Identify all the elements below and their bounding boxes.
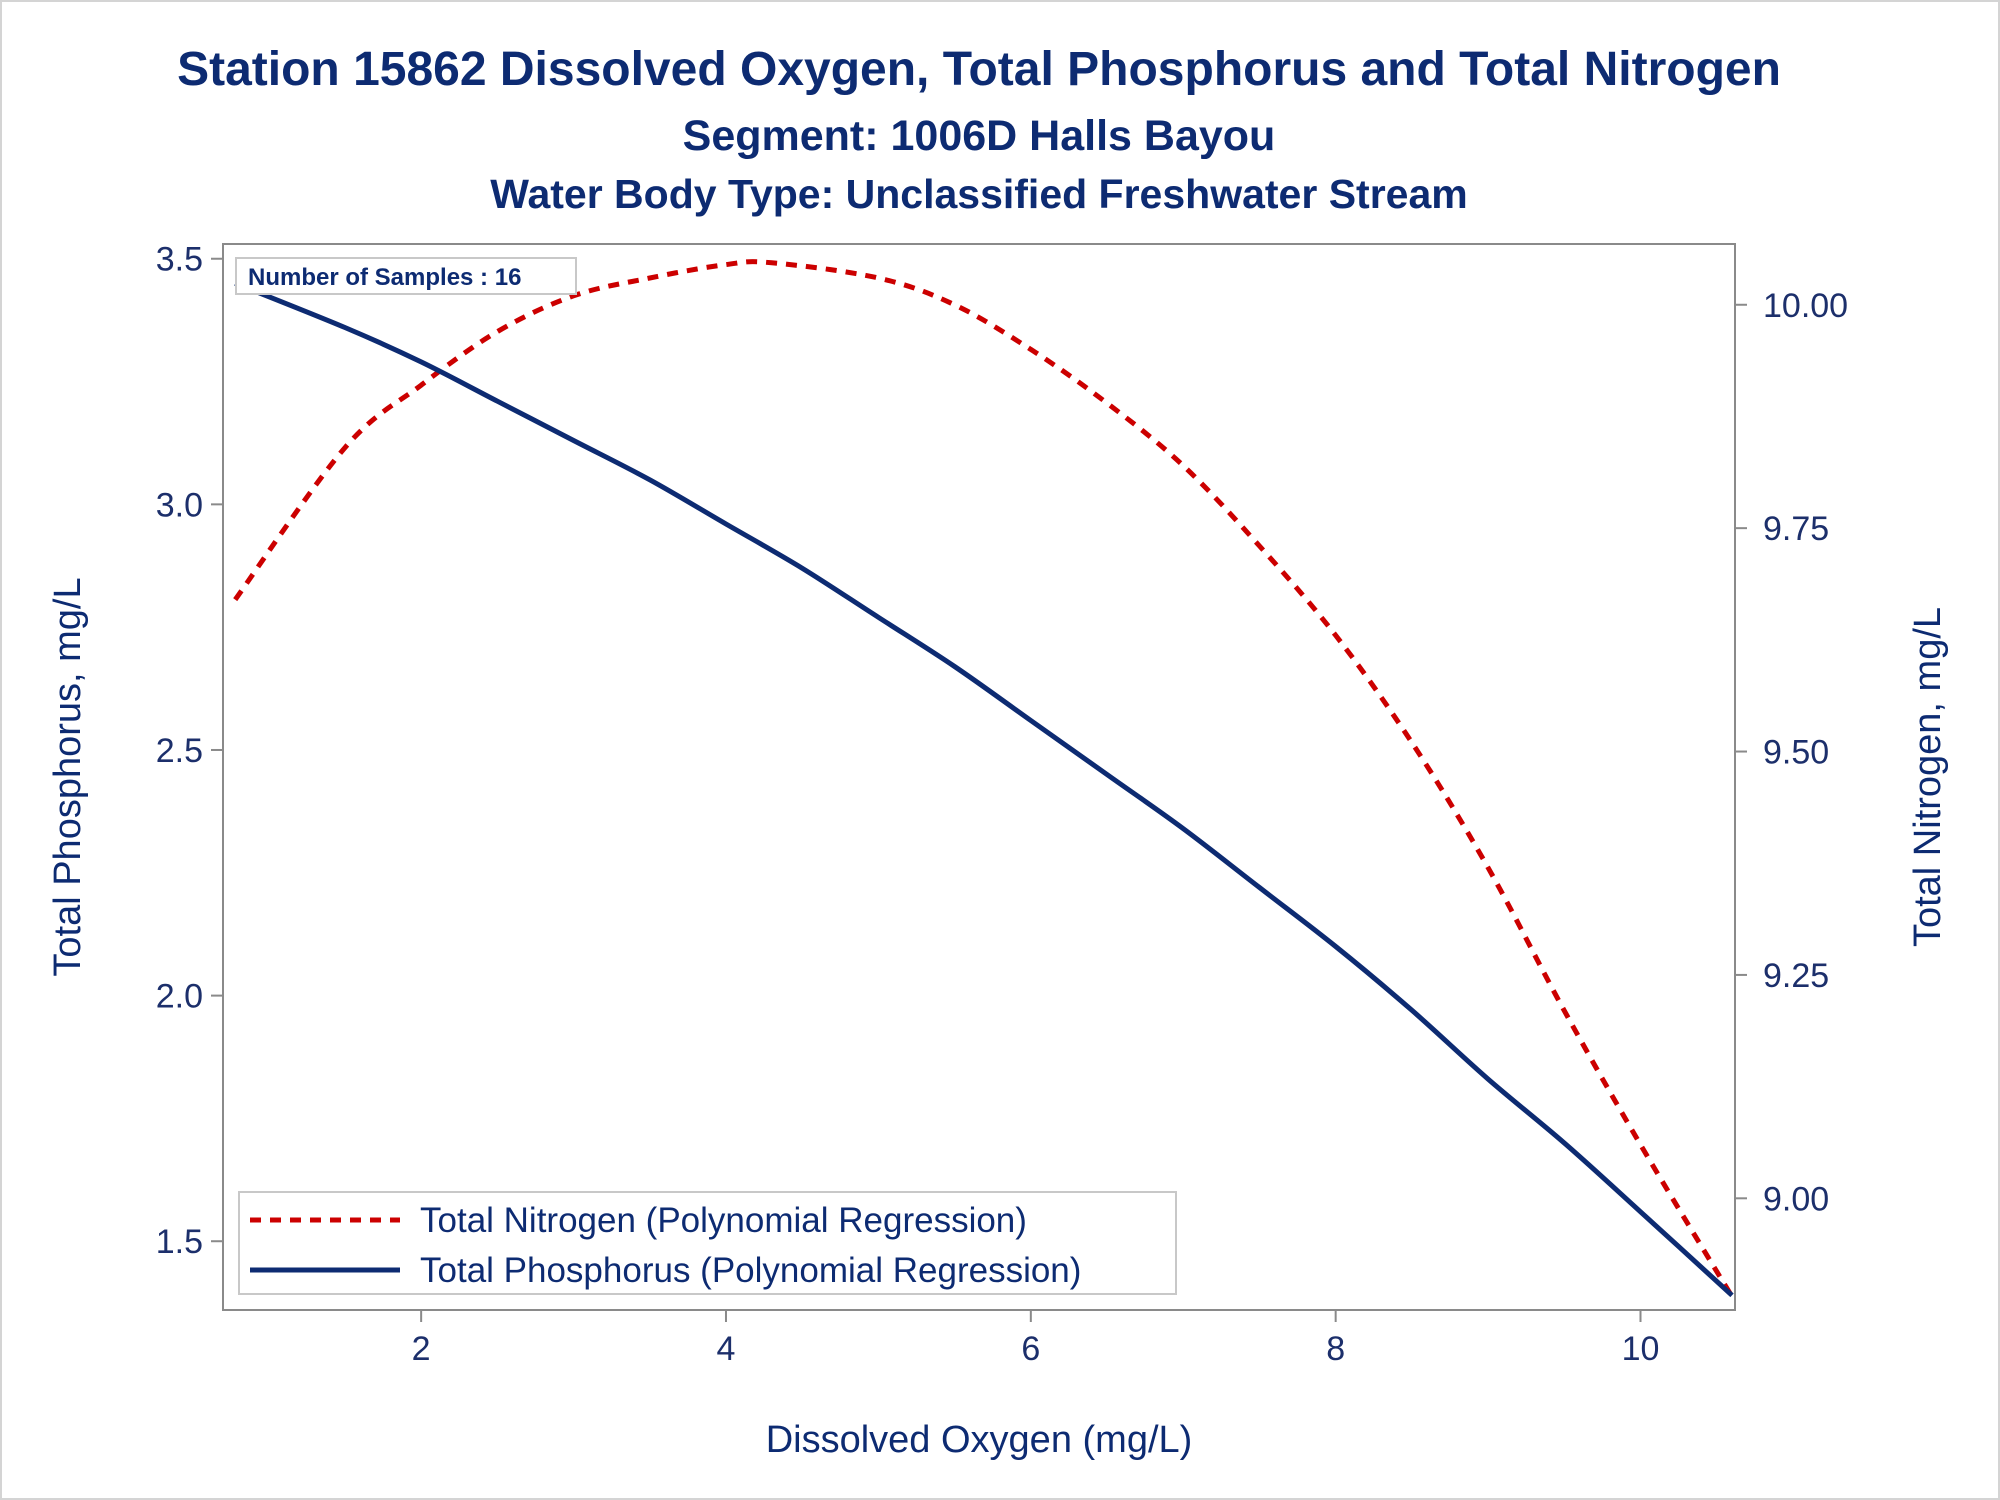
y-tick-label: 2.0 <box>156 978 203 1016</box>
x-tick-label: 2 <box>412 1330 431 1368</box>
y-tick-label: 1.5 <box>156 1223 203 1261</box>
legend-label-phosphorus: Total Phosphorus (Polynomial Regression) <box>420 1251 1081 1290</box>
series-layer <box>233 259 1735 1298</box>
chart-subtitle-secondary: Water Body Type: Unclassified Freshwater… <box>490 171 1467 217</box>
y2-axis-label: Total Nitrogen, mg/L <box>1907 607 1949 947</box>
x-axis-label: Dissolved Oxygen (mg/L) <box>766 1419 1193 1461</box>
y2-axis: 9.00 9.25 9.50 9.75 10.00 <box>1735 287 1848 1218</box>
y-tick-label: 3.0 <box>156 486 203 524</box>
y-tick-label: 3.5 <box>156 241 203 279</box>
plot-area <box>222 243 1736 1311</box>
legend-label-nitrogen: Total Nitrogen (Polynomial Regression) <box>420 1201 1027 1240</box>
y-axis-label: Total Phosphorus, mg/L <box>47 577 89 976</box>
x-tick-label: 10 <box>1622 1330 1660 1368</box>
sample-count-label: Number of Samples : 16 <box>248 264 521 291</box>
chart-subtitle: Segment: 1006D Halls Bayou <box>683 112 1276 160</box>
y2-tick-label: 9.75 <box>1763 510 1829 548</box>
series-line-total-phosphorus <box>234 280 1734 1298</box>
y2-tick-label: 10.00 <box>1763 287 1848 325</box>
sample-count-inset: Number of Samples : 16 <box>235 257 577 295</box>
y2-tick-label: 9.25 <box>1763 957 1829 995</box>
x-tick-label: 6 <box>1021 1330 1040 1368</box>
y2-tick-label: 9.00 <box>1763 1180 1829 1218</box>
x-tick-label: 8 <box>1326 1330 1345 1368</box>
x-axis: 2 4 6 8 10 <box>412 1310 1660 1368</box>
y-axis: 1.5 2.0 2.5 3.0 3.5 <box>156 241 223 1261</box>
legend-box <box>238 1191 1177 1295</box>
series-line-total-nitrogen <box>233 259 1735 1298</box>
chart-title: Station 15862 Dissolved Oxygen, Total Ph… <box>177 43 1781 96</box>
x-tick-label: 4 <box>717 1330 736 1368</box>
legend: Total Nitrogen (Polynomial Regression) T… <box>238 1191 1177 1295</box>
y2-tick-label: 9.50 <box>1763 734 1829 772</box>
sample-count-box <box>235 257 577 295</box>
y-tick-label: 2.5 <box>156 732 203 770</box>
